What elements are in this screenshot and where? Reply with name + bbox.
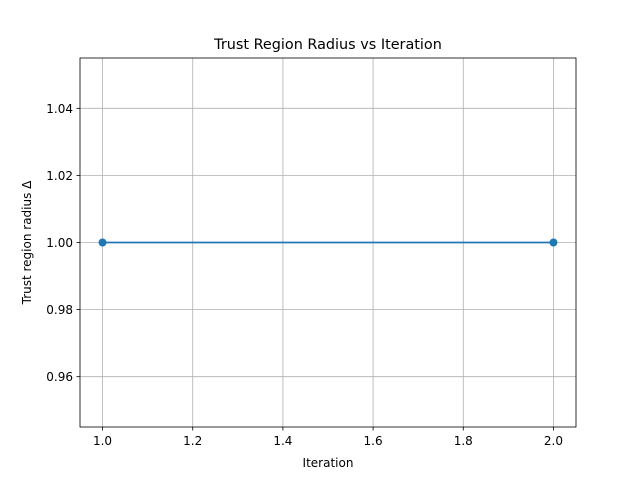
x-tick-label: 1.4 [273,434,292,448]
y-tick-label: 1.02 [46,169,73,183]
x-axis-label: Iteration [303,456,354,470]
data-point-marker [549,238,558,247]
y-tick-label: 0.98 [46,303,73,317]
x-tick-label: 1.2 [183,434,202,448]
data-series [98,238,558,247]
chart-title: Trust Region Radius vs Iteration [213,37,442,53]
y-tick-label: 1.04 [46,102,73,116]
x-tick-label: 1.0 [93,434,112,448]
data-point-marker [98,238,107,247]
y-axis-label: Trust region radius Δ [20,180,34,306]
x-tick-label: 1.6 [364,434,383,448]
y-tick-label: 0.96 [46,370,73,384]
axis-ticks: 1.0 1.2 1.4 1.6 1.8 2.0 0.96 0.98 1.00 1.02 1.04 [46,102,563,448]
x-tick-label: 2.0 [544,434,563,448]
x-tick-label: 1.8 [454,434,473,448]
y-tick-label: 1.00 [46,236,73,250]
